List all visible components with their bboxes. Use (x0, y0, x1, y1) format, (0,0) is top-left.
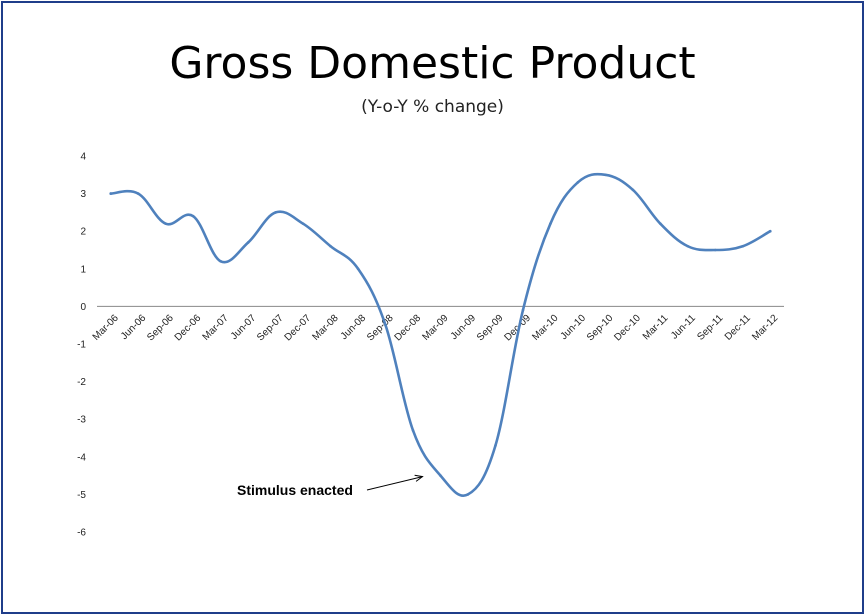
data-point (686, 244, 690, 248)
x-tick-label: Sep-09 (475, 312, 506, 343)
x-tick-label: Sep-07 (255, 312, 286, 343)
x-tick-label: Sep-10 (585, 312, 616, 343)
data-point (219, 259, 222, 263)
x-tick-label: Sep-11 (695, 312, 725, 342)
annotation-arrow (366, 476, 423, 491)
data-point (109, 192, 113, 195)
x-tick-label: Mar-09 (420, 312, 450, 342)
y-tick-label: -3 (77, 415, 86, 426)
gdp-series-line (109, 172, 772, 497)
x-tick-label: Mar-12 (750, 312, 780, 342)
x-tick-label: Mar-11 (641, 312, 671, 342)
x-tick-label: Dec-10 (612, 312, 643, 343)
data-point (659, 222, 662, 225)
data-point (494, 444, 497, 447)
data-point (549, 222, 552, 225)
x-tick-label: Jun-06 (119, 312, 149, 342)
x-tick-label: Dec-07 (283, 312, 314, 343)
data-point (136, 192, 140, 195)
x-tick-label: Dec-06 (173, 312, 204, 343)
data-point (714, 248, 717, 252)
x-tick-label: Mar-07 (201, 312, 231, 342)
x-tick-label: Jun-11 (669, 312, 698, 341)
y-tick-label: -1 (77, 340, 86, 351)
annotation-arrowhead (414, 474, 424, 482)
data-point (384, 323, 387, 327)
x-tick-label: Sep-08 (365, 312, 396, 343)
chart-title: Gross Domestic Product (169, 38, 696, 89)
data-point (576, 181, 580, 184)
x-tick-label: Jun-08 (339, 312, 369, 342)
x-tick-label: Dec-08 (393, 312, 424, 343)
data-point (191, 214, 195, 218)
data-point (274, 211, 277, 214)
data-point (411, 429, 415, 432)
data-point (246, 241, 250, 244)
x-tick-label: Mar-06 (91, 312, 121, 342)
data-point (356, 267, 360, 271)
data-point (301, 222, 305, 225)
x-axis-ticks: Mar-06Jun-06Sep-06Dec-06Mar-07Jun-07Sep-… (91, 312, 781, 343)
data-point (741, 244, 745, 248)
x-tick-label: Sep-06 (145, 312, 176, 343)
data-point (631, 188, 635, 192)
y-tick-label: 3 (80, 189, 86, 200)
x-tick-label: Jun-10 (559, 312, 589, 342)
data-point (768, 229, 772, 233)
data-points (109, 173, 772, 496)
x-tick-label: Dec-11 (723, 312, 753, 342)
y-tick-label: -5 (77, 490, 86, 501)
y-tick-label: 1 (80, 264, 86, 275)
x-tick-label: Mar-10 (530, 312, 560, 342)
y-axis-ticks: 4 3 2 1 0 -1 -2 -3 -4 -5 -6 (77, 152, 86, 539)
x-tick-label: Mar-08 (311, 312, 341, 342)
data-point (439, 474, 442, 477)
y-tick-label: -6 (77, 528, 86, 539)
y-tick-label: -2 (77, 377, 86, 388)
y-tick-label: 4 (80, 152, 86, 163)
data-point (329, 244, 332, 248)
data-point (164, 222, 167, 225)
x-tick-label: Jun-09 (449, 312, 479, 342)
y-tick-label: 2 (80, 227, 86, 238)
y-tick-label: 0 (80, 302, 86, 313)
data-point (466, 493, 470, 496)
x-tick-label: Jun-07 (229, 312, 259, 342)
y-tick-label: -4 (77, 452, 86, 463)
annotation-label: Stimulus enacted (237, 482, 353, 498)
data-point (521, 308, 525, 312)
data-point (604, 173, 607, 177)
chart-subtitle: (Y-o-Y % change) (361, 97, 504, 117)
annotations: Stimulus enacted (237, 474, 424, 498)
